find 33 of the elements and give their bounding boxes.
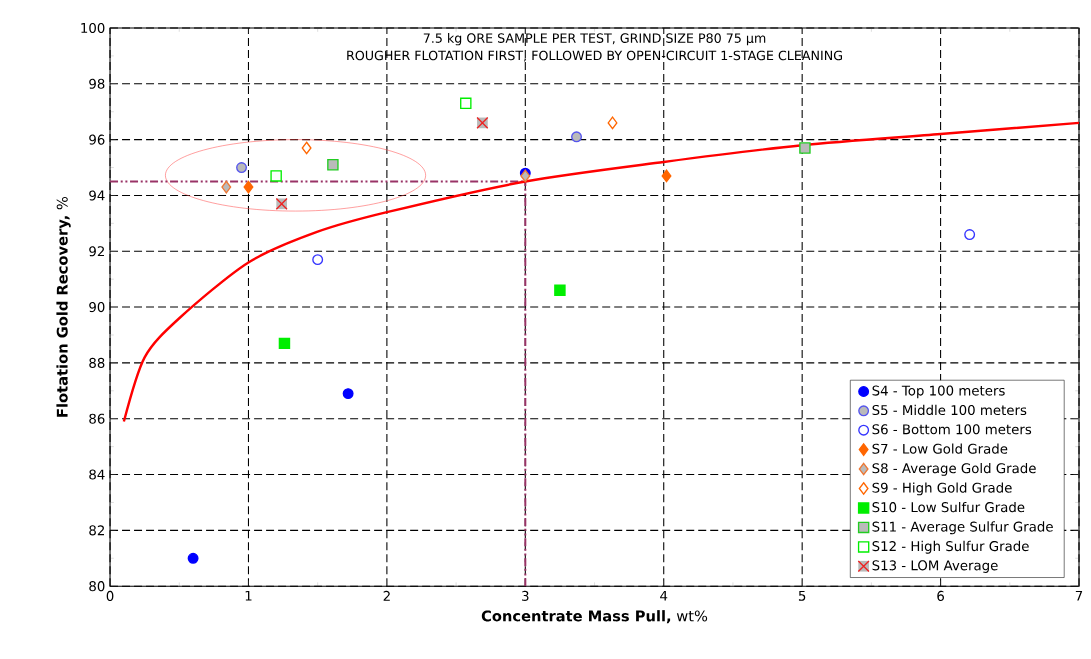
legend-label: S5 - Middle 100 meters	[872, 404, 1027, 416]
x-tick-label: 7	[1075, 590, 1083, 601]
legend-label: S13 - LOM Average	[872, 560, 998, 574]
y-tick-label: 98	[89, 78, 105, 89]
legend-label: S7 - Low Gold Grade	[872, 443, 1008, 454]
y-tick-label: 80	[89, 581, 105, 592]
x-tick-label: 6	[937, 590, 944, 602]
y-tick-label: 90	[89, 302, 105, 313]
y-axis-title: Flotation Gold Recovery, %	[56, 197, 71, 417]
x-tick-label: 5	[798, 590, 806, 601]
y-tick-label: 88	[89, 357, 105, 369]
legend-label: S6 - Bottom 100 meters	[872, 424, 1032, 435]
legend-label: S10 - Low Sulfur Grade	[872, 501, 1025, 513]
x-axis-title: Concentrate Mass Pull, wt%	[481, 610, 708, 624]
y-tick-label: 86	[89, 413, 105, 424]
x-tick-label: 1	[245, 590, 252, 601]
legend-label: S8 - Average Gold Grade	[872, 463, 1036, 476]
text: ROUGHER FLOTATION FIRST, FOLLOWED BY OPEN-CIRCUIT 1-STAGE CLEANING	[347, 50, 842, 62]
legend-label: S11 - Average Sulfur Grade	[872, 521, 1053, 535]
y-tick-label: 94	[89, 190, 105, 201]
y-tick-label: 100	[81, 23, 105, 34]
legend-label: S4 - Top 100 meters	[872, 385, 1005, 399]
x-tick-label: 4	[660, 590, 668, 601]
y-tick-label: 84	[89, 469, 105, 480]
x-tick-label: 3	[522, 590, 529, 602]
y-tick-label: 92	[89, 246, 104, 257]
y-tick-label: 82	[89, 525, 104, 536]
x-tick-label: 2	[383, 590, 390, 601]
legend-label: S9 - High Gold Grade	[872, 482, 1012, 496]
legend-label: S12 - High Sulfur Grade	[872, 540, 1029, 554]
chart-title: 7.5 kg ORE SAMPLE PER TEST, GRIND SIZE P80 75 µm	[423, 33, 766, 46]
y-tick-label: 96	[89, 134, 105, 145]
x-tick-label: 0	[106, 590, 114, 602]
